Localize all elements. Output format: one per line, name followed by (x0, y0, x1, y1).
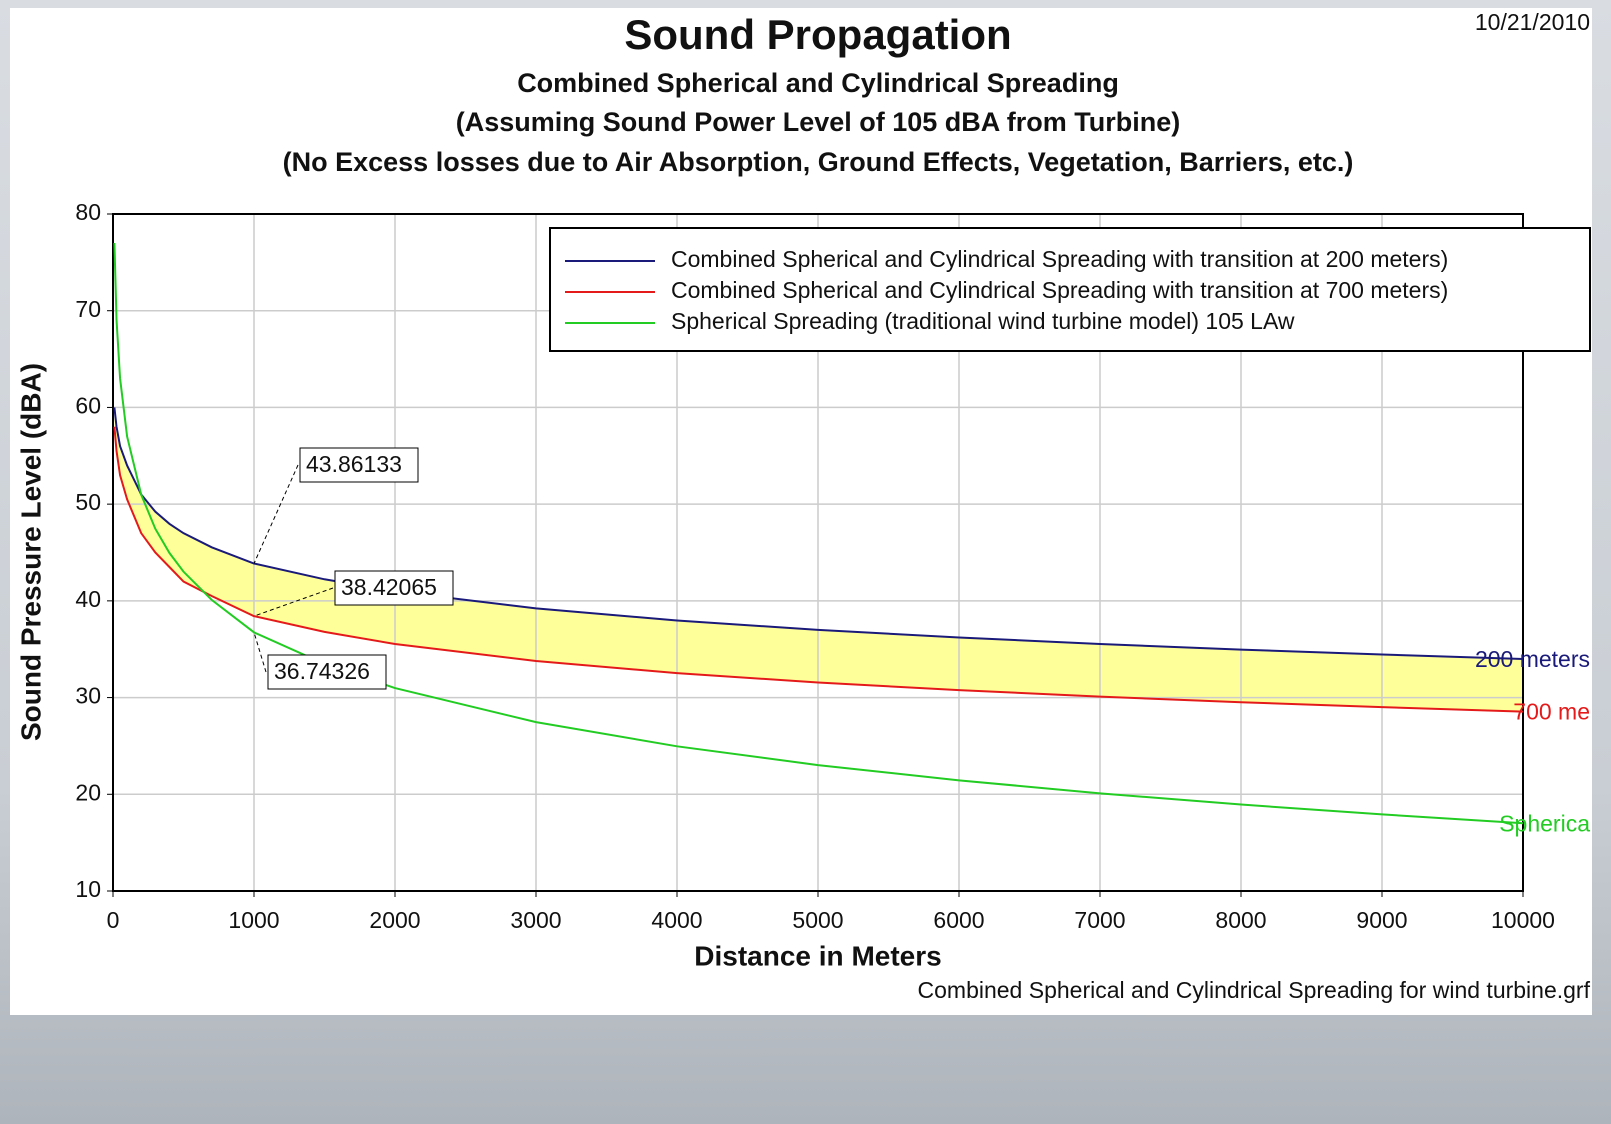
legend-label: Spherical Spreading (traditional wind tu… (671, 308, 1295, 334)
plot-frame (112, 213, 1524, 892)
subtitle: (No Excess losses due to Air Absorption,… (283, 147, 1354, 177)
x-tick-label: 5000 (792, 907, 843, 933)
y-tick-label: 80 (75, 199, 101, 225)
x-tick-label: 8000 (1215, 907, 1266, 933)
x-axis-label: Distance in Meters (694, 940, 941, 971)
line (113, 426, 1524, 713)
x-tick-label: 10000 (1491, 907, 1555, 933)
legend (549, 227, 1591, 352)
end-label: Spherica (1499, 810, 1590, 836)
y-tick-label: 70 (75, 296, 101, 322)
y-tick-label: 20 (75, 779, 101, 805)
y-tick-label: 10 (75, 876, 101, 902)
annotation: 38.42065 (341, 574, 437, 600)
chart-panel (10, 8, 1592, 1015)
y-tick-label: 60 (75, 393, 101, 419)
subtitle: (Assuming Sound Power Level of 105 dBA f… (456, 107, 1181, 137)
annotation: 43.86133 (306, 451, 402, 477)
legend-label: Combined Spherical and Cylindrical Sprea… (671, 246, 1448, 272)
annotation-leader (253, 464, 299, 564)
x-tick-label: 4000 (651, 907, 702, 933)
y-tick-label: 40 (75, 586, 101, 612)
y-tick-label: 50 (75, 489, 101, 515)
x-tick-label: 9000 (1356, 907, 1407, 933)
fill-between (114, 407, 1523, 712)
y-axis-label: Sound Pressure Level (dBA) (15, 363, 46, 741)
y-tick-label: 30 (75, 683, 101, 709)
end-label: 700 me (1513, 699, 1590, 725)
date: 10/21/2010 (1475, 9, 1590, 35)
end-label: 200 meters (1475, 646, 1590, 672)
chart-title: Sound Propagation (624, 11, 1011, 58)
annotation-box (267, 654, 387, 690)
x-tick-label: 2000 (369, 907, 420, 933)
x-tick-label: 0 (107, 907, 120, 933)
subtitle: Combined Spherical and Cylindrical Sprea… (517, 68, 1119, 98)
line (113, 242, 1524, 825)
legend-label: Combined Spherical and Cylindrical Sprea… (671, 277, 1448, 303)
annotation: 36.74326 (274, 658, 370, 684)
footer: Combined Spherical and Cylindrical Sprea… (918, 977, 1591, 1003)
x-tick-label: 1000 (228, 907, 279, 933)
line (113, 407, 1524, 660)
annotation-box (299, 447, 419, 483)
x-tick-label: 3000 (510, 907, 561, 933)
x-tick-label: 6000 (933, 907, 984, 933)
x-tick-label: 7000 (1074, 907, 1125, 933)
annotation-box (334, 570, 454, 606)
